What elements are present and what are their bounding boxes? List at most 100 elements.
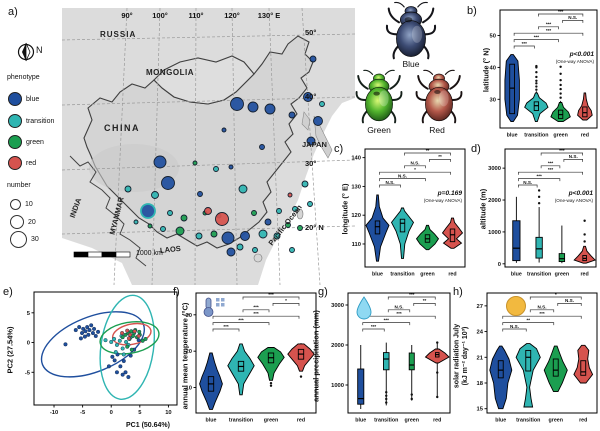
sig-label: N.S.	[565, 298, 574, 303]
sig-label: ***	[534, 34, 540, 39]
map-legend: N phenotype blue transition green red numbe…	[2, 36, 60, 286]
y-tick-label: 24	[477, 330, 484, 336]
outlier-point	[537, 189, 541, 192]
pca-point-blue	[136, 338, 141, 343]
sig-bracket	[387, 309, 411, 313]
map-point-blue	[221, 127, 227, 133]
sig-bracket	[502, 328, 527, 332]
sig-label: ***	[223, 324, 229, 329]
map-point-transition	[292, 206, 298, 212]
outlier-point	[559, 72, 562, 75]
panel-f-ylabel: annual mean temperature (°C)	[180, 302, 190, 409]
lat-tick-label: 40°	[305, 92, 316, 101]
map-point-blue	[259, 144, 265, 150]
y-tick-label: 27	[477, 304, 483, 310]
pca-ellipse-transition	[99, 294, 155, 400]
panel-e-plot: -10 -5 0 5 10 -5 0 5 PC1 (50.64%)	[25, 291, 178, 429]
box-transition	[525, 349, 532, 372]
legend-size-item: 10	[10, 199, 33, 210]
compass-label: N	[36, 45, 43, 55]
blue-dot-icon	[8, 92, 22, 106]
map-point-red	[204, 207, 212, 215]
pca-point-green	[143, 336, 148, 341]
sig-bracket	[242, 309, 270, 313]
anova-note: (One-way ANOVA)	[556, 59, 595, 64]
outlier-point	[537, 195, 541, 199]
pca-point-blue	[85, 325, 90, 330]
sig-label: ***	[558, 9, 564, 14]
lon-tick-label: 90°	[121, 11, 132, 20]
x-tick-label: -5	[80, 410, 86, 416]
legend-size-item: 20	[10, 215, 36, 229]
outlier-point	[535, 82, 538, 85]
sig-label: N.S.	[523, 180, 532, 185]
panel-c-letter: c)	[334, 143, 344, 155]
y-tick-label: 50	[490, 34, 496, 40]
beetle-photos: Blue Green Red	[352, 0, 470, 147]
scale-label: 1000 km	[136, 250, 163, 257]
sig-bracket	[272, 303, 300, 306]
pca-point-blue	[87, 328, 92, 333]
map-point-blue	[264, 103, 276, 115]
beetle-green-label: Green	[367, 125, 391, 135]
sig-label: ***	[546, 28, 552, 33]
pca-point-blue	[89, 323, 94, 328]
x-category-label: red	[581, 133, 589, 139]
sig-bracket	[212, 328, 240, 332]
panel-d-letter: d)	[471, 143, 481, 155]
sig-bracket	[379, 178, 426, 182]
pca-point-transition	[117, 338, 122, 343]
sig-label: ***	[253, 311, 259, 316]
size-circle-icon	[10, 199, 21, 210]
map-point-blue	[140, 203, 156, 219]
panel-e: e) PC2 (27.54%) -10 -5 0 5 10 -5 0 5 PC1 (50.64%…	[2, 286, 186, 431]
box-blue	[509, 63, 516, 115]
panel-h-ylabel-line1: solar radiation July	[453, 323, 461, 388]
outlier-point	[535, 79, 538, 83]
pca-point-green	[140, 338, 145, 343]
x-category-label: red	[297, 418, 305, 424]
panel-h: h) solar radiation July (kJ m⁻² day⁻¹ 10…	[452, 286, 600, 431]
pca-point-blue	[90, 331, 95, 336]
pca-point-transition	[120, 346, 125, 351]
panel-d-ylabel: altitude (m)	[478, 189, 488, 230]
sig-label: ***	[548, 167, 554, 172]
box-green	[408, 352, 415, 371]
beetle-antennae	[394, 1, 428, 8]
x-category-label: green	[264, 418, 278, 424]
map-point-green	[210, 230, 218, 238]
sig-label: **	[426, 148, 430, 153]
x-category-label: transition	[527, 272, 551, 278]
beetle-blue-image	[385, 1, 437, 60]
box-transition	[535, 236, 543, 259]
y-tick-label: 130	[351, 184, 361, 190]
map-point-transition	[301, 180, 309, 188]
panel-h-letter: h)	[453, 286, 463, 298]
pca-point-red	[132, 329, 137, 334]
map-panel: 90° 100° 110° 120° 130° E 50° 40° 30° 20° N RUSS…	[62, 8, 355, 285]
pca-point-blue	[92, 326, 97, 331]
box-transition	[382, 352, 390, 371]
sig-bracket	[518, 184, 538, 188]
map-point-green	[175, 226, 185, 236]
y-tick-label: 110	[352, 242, 361, 248]
sig-bracket	[404, 152, 451, 156]
beetle-green-image	[355, 69, 403, 124]
x-category-label: red	[433, 418, 441, 424]
sig-label: ***	[253, 305, 259, 310]
sig-label: N.S.	[569, 154, 578, 159]
sig-label: ***	[371, 324, 377, 329]
lat-tick-label: 30°	[305, 159, 316, 168]
legend-item-blue: blue	[8, 92, 39, 106]
panel-d-plot: 0 1000 2000 3000 blue transition green red N.S. *…	[488, 148, 597, 278]
pca-point-blue	[126, 375, 131, 380]
x-tick-label: 5	[138, 410, 142, 416]
sig-label: *	[285, 298, 287, 303]
size-circle-icon	[10, 231, 27, 248]
y-tick-label: 2000	[488, 198, 501, 204]
red-dot-icon	[8, 156, 22, 170]
map-point-blue	[309, 55, 317, 63]
box-green	[552, 358, 559, 377]
map-point-blue	[228, 164, 234, 170]
